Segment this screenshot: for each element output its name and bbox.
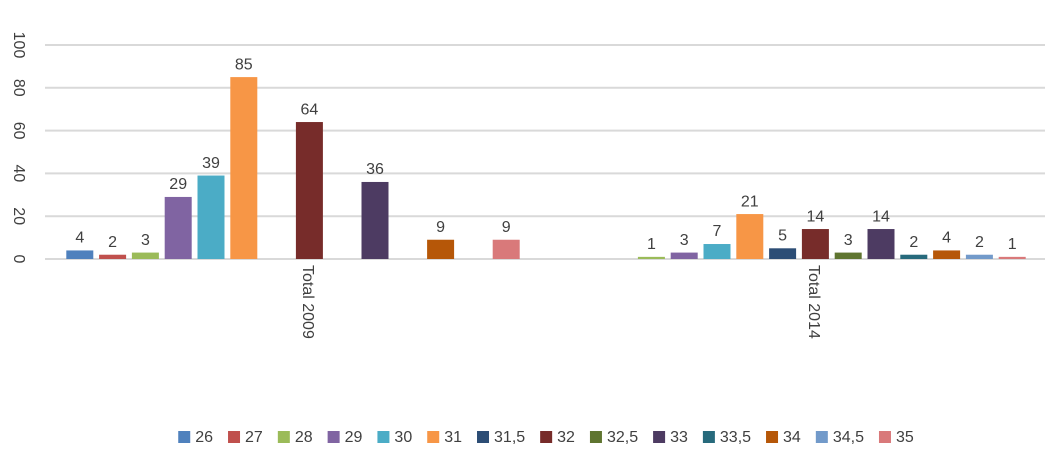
bar — [295, 122, 323, 259]
bar — [736, 214, 764, 259]
legend: 26 27 28 29 30 31 31,5 32 32,5 33 33,5 34 34,5 35 — [178, 429, 914, 446]
bar — [703, 244, 731, 259]
legend-swatch — [878, 431, 891, 443]
legend-label: 31,5 — [494, 429, 525, 446]
bar — [900, 254, 928, 259]
bar — [427, 239, 455, 259]
legend-label: 34 — [783, 429, 801, 446]
bar — [230, 77, 258, 259]
bar — [998, 256, 1026, 259]
data-label: 64 — [301, 101, 319, 118]
x-tick-label: Total 2009 — [299, 265, 316, 339]
bar — [867, 229, 895, 259]
data-label: 14 — [872, 208, 890, 225]
bar — [66, 250, 94, 259]
data-label: 39 — [202, 155, 220, 172]
legend-swatch — [815, 431, 828, 443]
bar — [965, 254, 993, 259]
data-label: 9 — [502, 219, 511, 236]
data-label: 4 — [942, 230, 951, 247]
data-label: 2 — [909, 234, 918, 251]
bar — [769, 248, 797, 259]
legend-swatch — [178, 431, 191, 443]
y-tick-label: 100 — [10, 32, 27, 59]
bar — [197, 175, 225, 259]
data-label: 85 — [235, 56, 253, 73]
legend-swatch — [377, 431, 390, 443]
data-label: 7 — [713, 223, 722, 240]
legend-swatch — [477, 431, 490, 443]
legend-label: 34,5 — [833, 429, 864, 446]
legend-label: 29 — [345, 429, 363, 446]
bar — [131, 252, 159, 259]
bar — [933, 250, 961, 259]
bar — [670, 252, 698, 259]
data-label: 2 — [108, 234, 117, 251]
data-label: 2 — [975, 234, 984, 251]
data-label: 3 — [844, 232, 853, 249]
bar — [801, 229, 829, 259]
data-label: 36 — [366, 161, 384, 178]
data-label: 1 — [1008, 236, 1017, 253]
bar — [834, 252, 862, 259]
data-label: 21 — [741, 193, 759, 210]
bar — [492, 239, 520, 259]
legend-swatch — [653, 431, 666, 443]
bar — [637, 256, 665, 259]
legend-label: 27 — [245, 429, 263, 446]
y-tick-label: 80 — [10, 79, 27, 97]
legend-label: 35 — [896, 429, 914, 446]
legend-label: 31 — [444, 429, 462, 446]
x-tick-label: Total 2014 — [805, 265, 822, 339]
legend-swatch — [327, 431, 340, 443]
y-tick-label: 20 — [10, 207, 27, 225]
legend-label: 30 — [394, 429, 412, 446]
y-tick-label: 0 — [10, 255, 27, 264]
legend-label: 33 — [670, 429, 688, 446]
legend-swatch — [228, 431, 241, 443]
legend-swatch — [540, 431, 553, 443]
y-tick-label: 60 — [10, 122, 27, 140]
bar — [361, 181, 389, 259]
legend-swatch — [589, 431, 602, 443]
legend-label: 33,5 — [720, 429, 751, 446]
legend-label: 28 — [295, 429, 313, 446]
legend-label: 26 — [195, 429, 213, 446]
bar — [99, 254, 127, 259]
data-label: 29 — [169, 176, 187, 193]
legend-swatch — [427, 431, 440, 443]
legend-swatch — [702, 431, 715, 443]
data-label: 3 — [141, 232, 150, 249]
y-tick-label: 40 — [10, 165, 27, 183]
data-label: 9 — [436, 219, 445, 236]
data-label: 4 — [75, 230, 84, 247]
data-label: 14 — [807, 208, 825, 225]
legend-swatch — [277, 431, 290, 443]
data-label: 1 — [647, 236, 656, 253]
legend-label: 32,5 — [607, 429, 638, 446]
legend-swatch — [766, 431, 779, 443]
bar — [164, 196, 192, 259]
data-label: 5 — [778, 228, 787, 245]
data-label: 3 — [680, 232, 689, 249]
legend-label: 32 — [557, 429, 575, 446]
